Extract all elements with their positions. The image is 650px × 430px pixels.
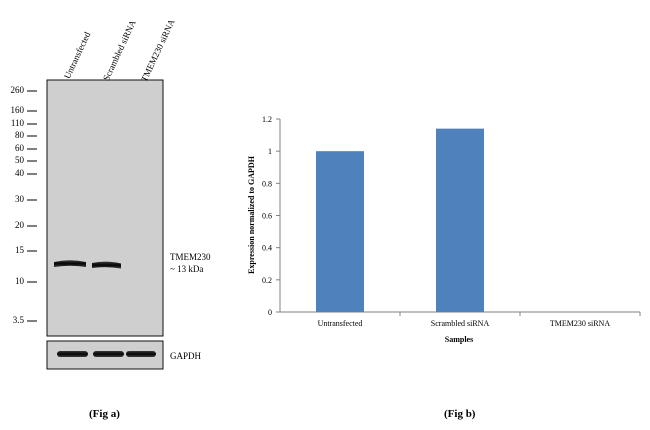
- caption-fig-a: (Fig a): [89, 408, 120, 420]
- y-axis-title: Expression normalized to GAPDH: [247, 155, 256, 274]
- marker-label: 60: [15, 143, 24, 153]
- y-tick-label: 1: [268, 147, 272, 156]
- y-tick-label: 0.6: [262, 212, 272, 221]
- blot-membrane-main: [46, 79, 164, 337]
- y-tick-label: 1.2: [262, 115, 272, 124]
- x-tick-label: Scrambled siRNA: [431, 319, 490, 328]
- band-label-gapdh: GAPDH: [170, 351, 202, 361]
- marker-label: 260: [10, 85, 25, 95]
- bar: [436, 128, 484, 312]
- band-label-size: ~ 13 kDa: [170, 264, 204, 274]
- marker-label: 15: [15, 245, 24, 255]
- marker-label: 20: [15, 220, 24, 230]
- band-tmem230sirna-gapdh: [126, 351, 156, 357]
- marker-label: 30: [15, 194, 24, 204]
- marker-ticks: [27, 90, 37, 322]
- y-tick-label: 0.8: [262, 179, 272, 188]
- marker-label: 50: [15, 155, 24, 165]
- x-tick-label: TMEM230 siRNA: [550, 319, 610, 328]
- marker-label: 110: [10, 118, 24, 128]
- band-untransfected-gapdh: [57, 351, 88, 357]
- band-scrambled-gapdh: [93, 351, 124, 357]
- bar: [316, 151, 364, 312]
- x-tick-label: Untransfected: [318, 319, 363, 328]
- marker-label: 40: [15, 168, 24, 178]
- y-tick-label: 0.2: [262, 276, 272, 285]
- y-tick-label: 0: [268, 308, 272, 317]
- caption-fig-b: (Fig b): [444, 408, 476, 420]
- marker-label: 160: [10, 105, 25, 115]
- marker-label: 3.5: [12, 315, 24, 325]
- band-untransfected-tmem230: [54, 260, 86, 267]
- y-tick-label: 0.4: [262, 244, 272, 253]
- marker-label: 10: [15, 276, 24, 286]
- plot-area: 0 0.2 0.4 0.6 0.8 1 1.2 Untransfected Scrambled …: [262, 115, 641, 328]
- marker-label: 80: [15, 130, 24, 140]
- band-scrambled-tmem230: [92, 261, 121, 269]
- band-label-tmem230: TMEM230: [170, 252, 211, 262]
- x-axis-title: Samples: [445, 335, 473, 344]
